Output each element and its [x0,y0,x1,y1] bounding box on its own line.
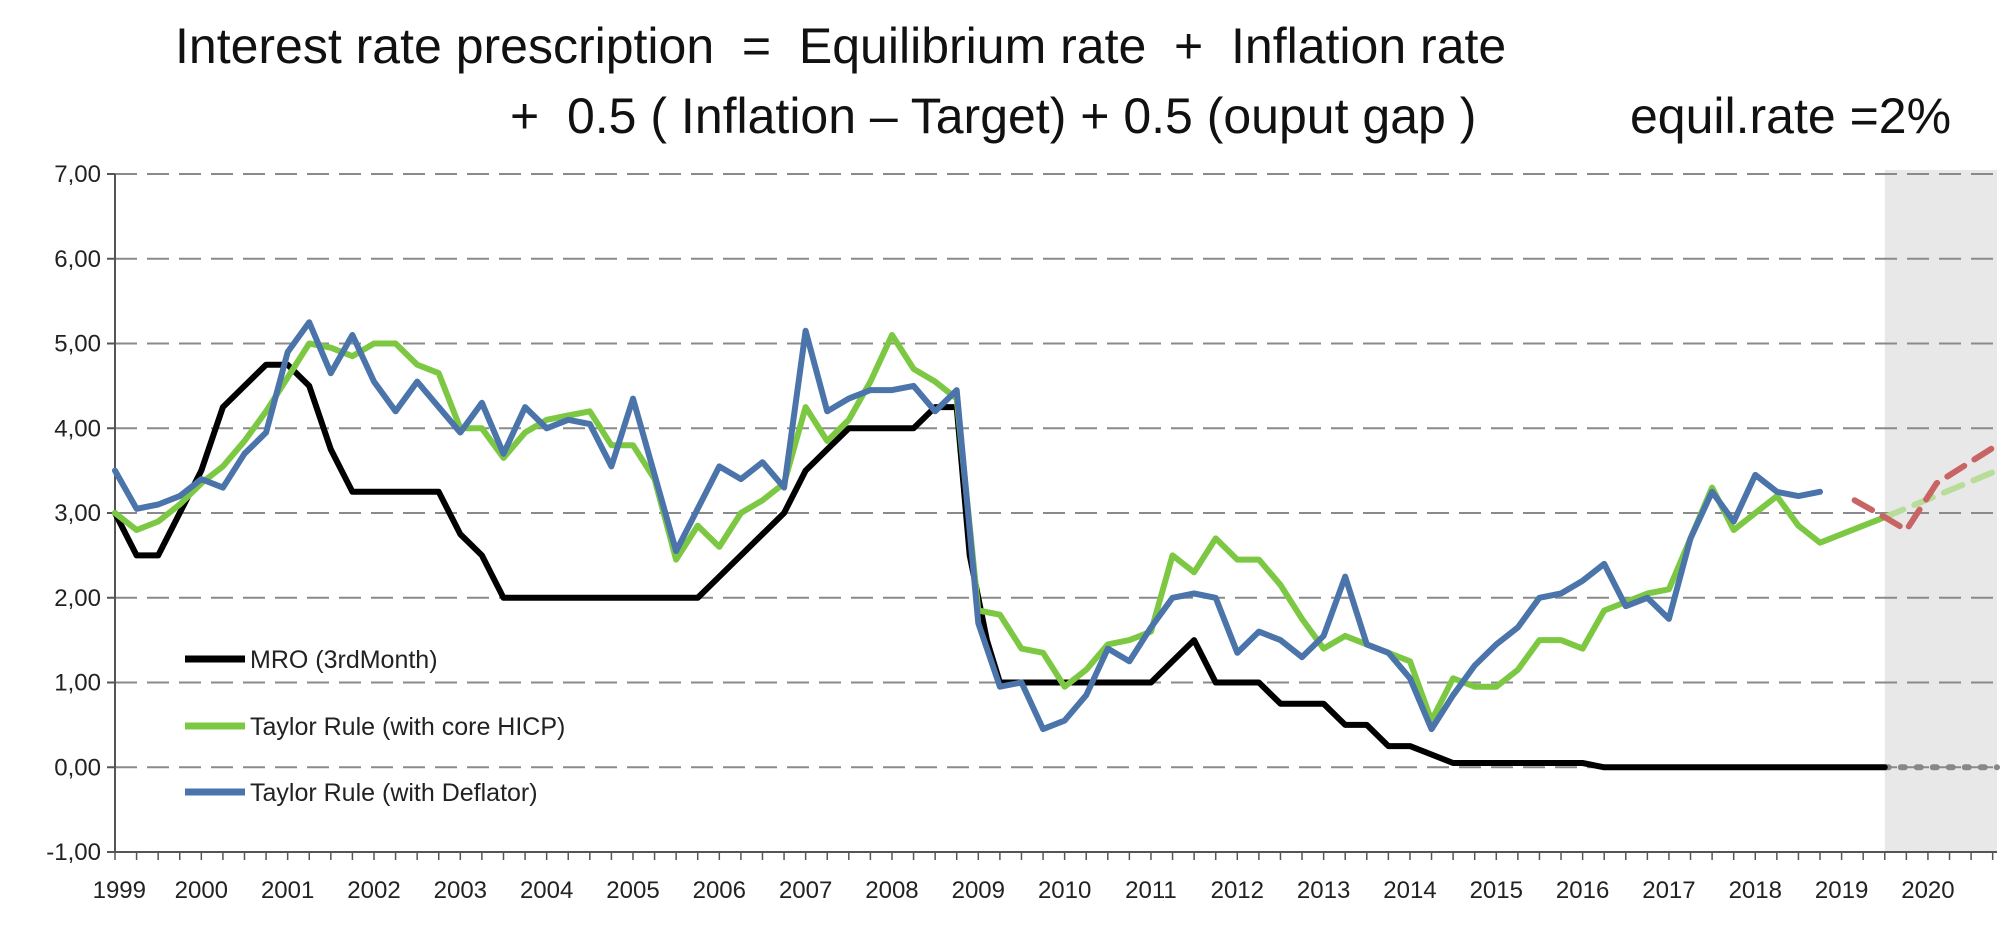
y-tick-label: 6,00 [54,246,101,273]
forecast-line-3 [1851,442,2000,533]
x-tick-label: 2005 [606,877,659,904]
x-tick-label: 2016 [1556,877,1609,904]
y-axis-ticks: -1,00 0,00 1,00 2,00 3,00 4,00 5,00 6,00 7,00 [46,161,115,866]
y-tick-label: 0,00 [54,754,101,781]
x-tick-label: 2006 [693,877,746,904]
chart-title-line-1: Interest rate prescription = Equilibrium… [175,18,1507,74]
x-tick-label: 2001 [261,877,314,904]
x-tick-label: 2004 [520,877,573,904]
legend: MRO (3rdMonth) Taylor Rule (with core HIC… [185,646,565,807]
y-tick-label: -1,00 [46,839,101,866]
x-tick-label: 2002 [347,877,400,904]
series-projection-1 [1881,467,2000,521]
y-tick-label: 4,00 [54,415,101,442]
x-tick-label: 2010 [1038,877,1091,904]
x-axis-ticks: 1999 2000 2001 2002 2003 2004 2005 2006 2007 2008… [93,852,1994,904]
x-tick-label: 2019 [1815,877,1868,904]
x-tick-label: 1999 [93,877,146,904]
equilibrium-rate-note: equil.rate =2% [1630,88,1952,144]
x-tick-label: 2008 [865,877,918,904]
legend-label: Taylor Rule (with Deflator) [250,779,538,807]
legend-label: MRO (3rdMonth) [250,646,438,674]
legend-label: Taylor Rule (with core HICP) [250,713,565,741]
x-tick-label: 2012 [1211,877,1264,904]
y-tick-label: 7,00 [54,161,101,188]
x-tick-label: 2020 [1901,877,1954,904]
series-lines [112,319,2000,771]
x-tick-label: 2009 [952,877,1005,904]
series-line-1 [112,332,1888,724]
y-tick-label: 3,00 [54,500,101,527]
x-tick-label: 2013 [1297,877,1350,904]
x-tick-label: 2018 [1729,877,1782,904]
x-tick-label: 2000 [175,877,228,904]
chart-title-line-2: + 0.5 ( Inflation – Target) + 0.5 (ouput… [510,88,1477,144]
y-tick-label: 5,00 [54,331,101,358]
x-tick-label: 2011 [1125,877,1177,904]
x-tick-label: 2007 [779,877,832,904]
y-tick-label: 1,00 [54,670,101,697]
y-tick-label: 2,00 [54,585,101,612]
x-tick-label: 2014 [1383,877,1436,904]
series-line-2 [112,319,1823,733]
x-tick-label: 2017 [1642,877,1695,904]
x-tick-label: 2003 [434,877,487,904]
series-line-0 [112,361,1888,771]
x-tick-label: 2015 [1470,877,1523,904]
